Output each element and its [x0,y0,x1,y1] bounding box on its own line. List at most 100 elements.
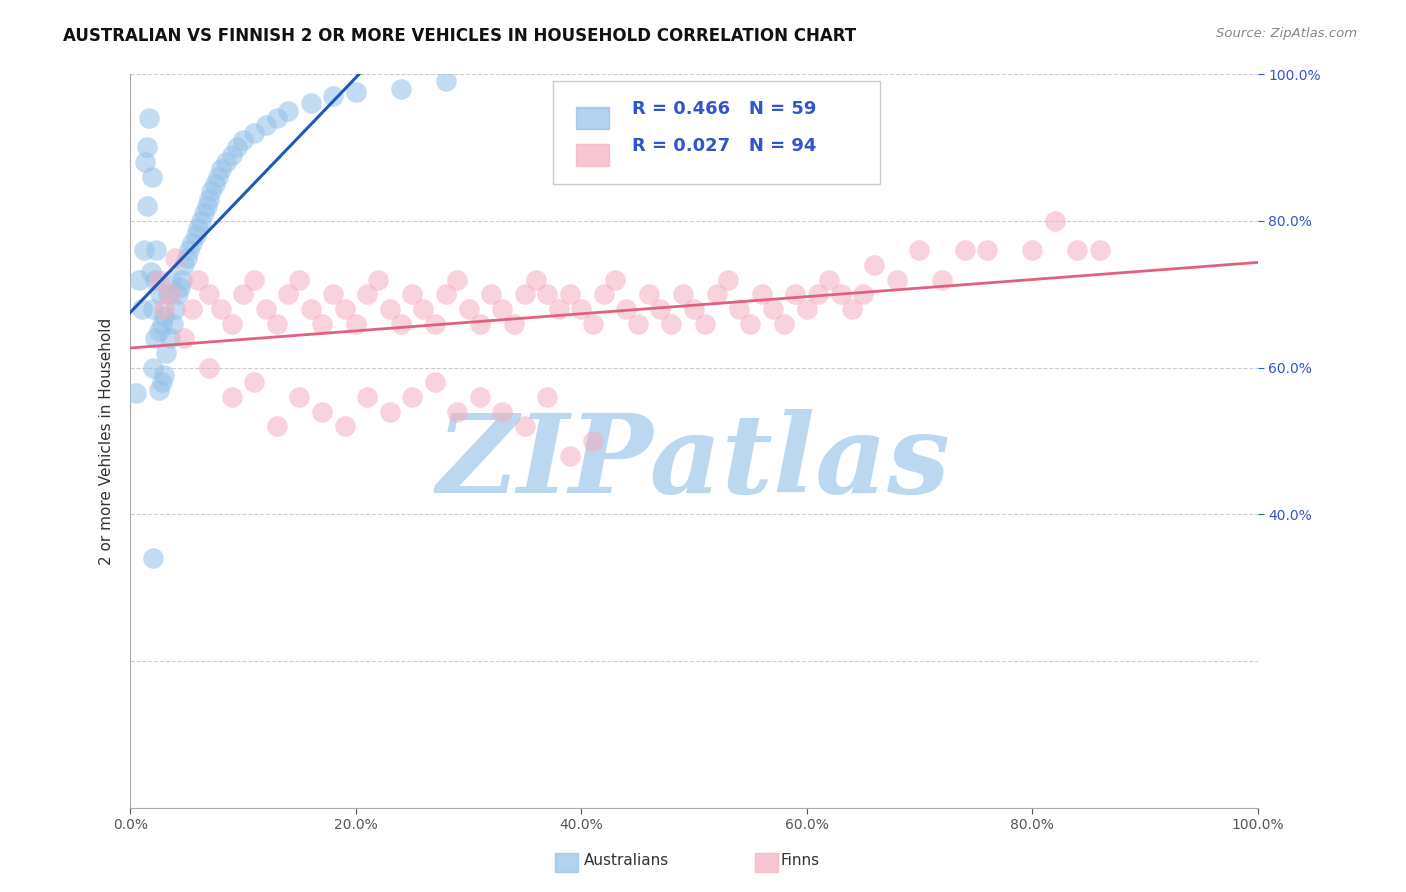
Point [513,287,536,301]
Point [148,272,170,286]
Point [434,287,457,301]
Point [491,404,513,418]
Point [695,317,717,331]
Point [209,162,232,177]
Point [143,272,166,286]
Point [558,287,581,301]
Point [254,301,277,316]
Point [830,287,852,301]
Point [266,419,288,434]
Point [378,404,401,418]
Point [908,243,931,257]
Point [177,243,200,257]
Point [728,301,751,316]
Point [153,368,176,382]
Point [773,317,796,331]
Point [277,103,299,118]
Point [139,265,162,279]
Point [322,89,344,103]
Point [149,287,172,301]
Point [145,243,167,257]
Point [344,86,367,100]
Point [232,287,254,301]
Point [614,301,637,316]
Point [592,287,614,301]
Text: R = 0.466   N = 59: R = 0.466 N = 59 [631,100,817,119]
Point [187,221,209,235]
Text: AUSTRALIAN VS FINNISH 2 OR MORE VEHICLES IN HOUSEHOLD CORRELATION CHART: AUSTRALIAN VS FINNISH 2 OR MORE VEHICLES… [63,27,856,45]
Point [1088,243,1111,257]
Point [1043,214,1066,228]
Point [153,310,176,324]
Point [502,317,524,331]
Point [536,390,558,404]
Text: ZIPatlas: ZIPatlas [437,409,950,516]
Point [277,287,299,301]
Point [367,272,389,286]
Point [288,390,311,404]
Point [209,301,232,316]
FancyBboxPatch shape [575,144,609,166]
Point [468,317,491,331]
Point [356,287,378,301]
Point [198,287,221,301]
Text: R = 0.027   N = 94: R = 0.027 N = 94 [631,137,817,155]
Point [841,301,863,316]
Point [221,317,243,331]
Point [434,74,457,88]
Point [134,155,156,169]
Point [156,287,179,301]
Point [807,287,830,301]
Point [128,272,150,286]
Point [446,272,468,286]
Point [221,390,243,404]
Point [931,272,953,286]
Point [536,287,558,301]
Y-axis label: 2 or more Vehicles in Household: 2 or more Vehicles in Household [100,318,114,565]
Point [569,301,592,316]
Point [953,243,976,257]
Point [165,301,187,316]
Text: Finns: Finns [780,853,820,868]
Point [796,301,818,316]
Point [558,449,581,463]
Point [356,390,378,404]
Point [243,126,266,140]
Point [378,301,401,316]
Point [125,386,148,401]
Point [513,419,536,434]
Point [299,301,322,316]
Point [740,317,762,331]
Point [661,317,683,331]
Point [581,434,603,448]
Point [142,360,165,375]
Point [322,287,344,301]
FancyBboxPatch shape [575,107,609,129]
Point [150,317,173,331]
Point [226,140,249,154]
Point [288,272,311,286]
FancyBboxPatch shape [553,81,880,184]
Point [181,235,204,250]
Point [468,390,491,404]
Point [160,272,183,286]
Point [142,551,165,566]
Text: Source: ZipAtlas.com: Source: ZipAtlas.com [1216,27,1357,40]
Point [717,272,740,286]
Point [706,287,728,301]
Point [198,360,221,375]
Point [389,317,412,331]
Point [204,177,226,191]
Point [446,404,468,418]
Point [187,272,209,286]
Point [762,301,785,316]
Point [132,243,155,257]
Point [143,331,166,345]
Point [207,169,229,184]
Point [159,331,181,345]
Point [243,272,266,286]
Point [173,331,195,345]
Point [389,81,412,95]
Point [491,301,513,316]
Point [166,287,188,301]
